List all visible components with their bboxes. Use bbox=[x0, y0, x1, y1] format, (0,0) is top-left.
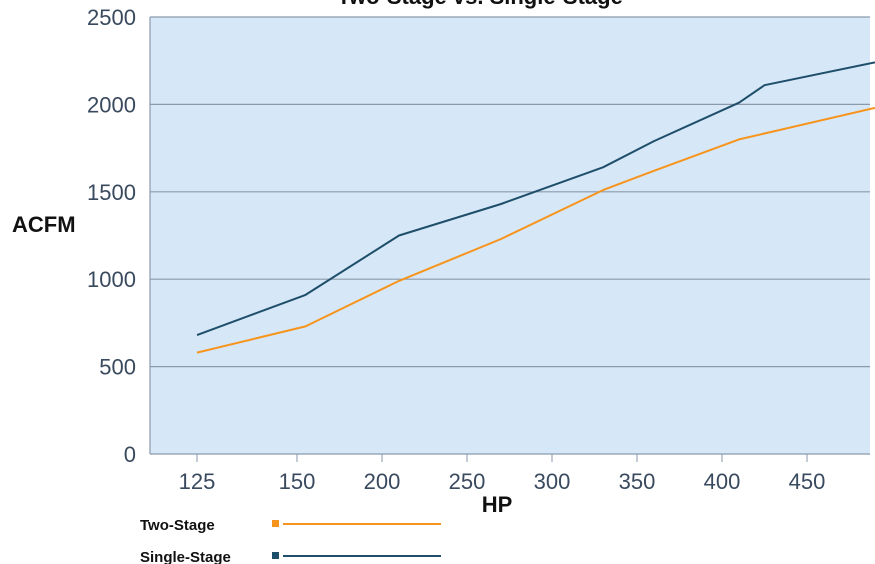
y-tick-label: 2500 bbox=[87, 5, 136, 30]
x-tick-label: 400 bbox=[704, 469, 741, 494]
series-line-two-stage bbox=[196, 106, 875, 354]
series-line-single-stage bbox=[196, 61, 875, 337]
y-axis-label: ACFM bbox=[12, 212, 76, 237]
y-tick-label: 0 bbox=[124, 442, 136, 467]
legend-label: Single-Stage bbox=[140, 549, 231, 564]
x-axis-ticks: 125 150 200 250 300 350 400 450 bbox=[179, 454, 826, 494]
legend-label: Two-Stage bbox=[140, 517, 215, 534]
x-tick-label: 450 bbox=[789, 469, 826, 494]
x-tick-label: 350 bbox=[619, 469, 656, 494]
x-tick-label: 150 bbox=[279, 469, 316, 494]
y-tick-label: 500 bbox=[99, 355, 136, 380]
legend-swatch bbox=[272, 552, 279, 559]
legend: Two-Stage Single-Stage bbox=[140, 517, 441, 564]
x-tick-label: 300 bbox=[534, 469, 571, 494]
x-axis-label: HP bbox=[482, 492, 513, 517]
x-tick-label: 200 bbox=[364, 469, 401, 494]
y-axis-ticks: 0 500 1000 1500 2000 2500 bbox=[87, 5, 136, 467]
series-lines bbox=[196, 61, 875, 354]
y-tick-label: 1500 bbox=[87, 180, 136, 205]
x-tick-label: 125 bbox=[179, 469, 216, 494]
chart-title: Two-Stage vs. Single-Stage bbox=[337, 0, 623, 9]
legend-swatch bbox=[272, 520, 279, 527]
x-tick-label: 250 bbox=[449, 469, 486, 494]
y-tick-label: 1000 bbox=[87, 267, 136, 292]
gridlines bbox=[149, 16, 870, 455]
y-tick-label: 2000 bbox=[87, 92, 136, 117]
